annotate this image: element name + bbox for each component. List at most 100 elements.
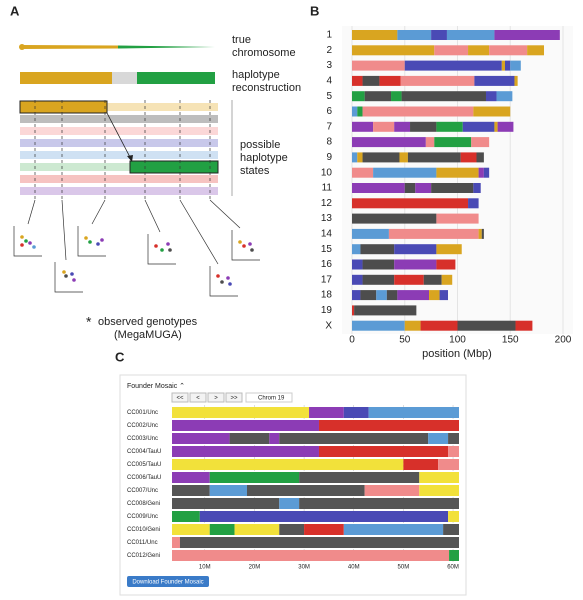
state-row	[20, 187, 218, 195]
category-label: 18	[321, 290, 333, 301]
inset-axes	[147, 234, 176, 265]
segment	[209, 472, 300, 483]
chrom-label[interactable]: Chrom 19	[258, 396, 285, 402]
dot	[88, 240, 92, 244]
category-label: 12	[321, 198, 333, 209]
segment	[172, 459, 404, 470]
haplotype-block	[137, 72, 215, 84]
dot	[32, 245, 36, 249]
segment	[352, 106, 358, 117]
segment	[172, 446, 319, 457]
x-tick-label: 200	[555, 335, 572, 346]
segment	[434, 137, 472, 148]
dot	[160, 248, 164, 252]
segment	[352, 60, 405, 71]
segment	[441, 274, 453, 285]
segment	[397, 290, 430, 301]
haplotype-block	[112, 72, 137, 84]
diagram: true chromosome haplotype reconstruction…	[13, 34, 301, 341]
category-label: CC010/Geni	[127, 527, 160, 533]
segment	[357, 106, 363, 117]
segment	[436, 244, 462, 255]
segment	[279, 433, 429, 444]
dot	[84, 236, 88, 240]
segment	[448, 433, 459, 444]
segment	[448, 446, 459, 457]
segment	[209, 485, 247, 496]
chromosome-part	[22, 45, 118, 49]
segment	[357, 152, 363, 163]
category-label: 10	[321, 167, 333, 178]
segment	[362, 106, 474, 117]
chrom-selector[interactable]	[245, 392, 293, 403]
segment	[501, 60, 505, 71]
segment	[394, 259, 437, 270]
nav-button[interactable]	[171, 392, 189, 403]
segment	[199, 511, 449, 522]
segment	[343, 407, 369, 418]
nav-button-label[interactable]: <	[196, 396, 200, 402]
state-row	[20, 139, 218, 147]
segment	[460, 152, 477, 163]
category-label: CC009/Unc	[127, 514, 158, 520]
segment	[457, 320, 516, 331]
x-axis-title: position (Mbp)	[422, 348, 492, 360]
segment	[172, 537, 180, 548]
segment	[352, 183, 405, 193]
category-label: X	[325, 320, 332, 331]
category-label: CC002/Unc	[127, 423, 158, 429]
segment	[179, 537, 459, 548]
panel-label: B	[310, 3, 319, 18]
nav-button[interactable]	[207, 392, 225, 403]
dot	[166, 242, 170, 246]
segment	[483, 167, 490, 178]
segment	[476, 152, 484, 163]
category-label: CC001/Unc	[127, 410, 158, 416]
arrow-head	[127, 155, 133, 162]
category-label: 9	[326, 152, 332, 163]
segment	[352, 305, 355, 316]
segment	[234, 524, 280, 535]
category-label: CC008/Geni	[127, 501, 160, 507]
segment	[514, 75, 518, 86]
category-label: CC012/Geni	[127, 553, 160, 559]
dot	[96, 242, 100, 246]
segment	[360, 290, 377, 301]
category-label: 1	[326, 30, 332, 41]
segment	[388, 228, 479, 239]
panel-title: Founder Mosaic ⌃	[127, 382, 185, 390]
segment	[362, 259, 395, 270]
dot	[154, 244, 158, 248]
download-button[interactable]	[127, 576, 209, 587]
segment	[415, 183, 432, 193]
nav-button-label[interactable]: >>	[230, 396, 238, 402]
segment	[172, 498, 280, 509]
category-label: CC005/TauU	[127, 462, 161, 468]
segment	[494, 30, 560, 40]
segment	[269, 433, 280, 444]
nav-button-label[interactable]: <<	[176, 396, 184, 402]
segment	[373, 121, 395, 132]
segment	[428, 433, 449, 444]
segment	[352, 121, 374, 132]
category-label: 2	[326, 45, 332, 56]
state-row	[20, 103, 218, 111]
segment	[468, 45, 490, 56]
nav-button[interactable]	[225, 392, 243, 403]
segment	[478, 228, 482, 239]
segment	[399, 152, 408, 163]
category-label: 8	[326, 137, 332, 148]
dot	[226, 276, 230, 280]
segment	[368, 407, 459, 418]
segment	[431, 30, 447, 40]
segment	[172, 511, 200, 522]
download-button-label[interactable]: Download Founder Mosaic	[132, 580, 203, 586]
nav-button-label[interactable]: >	[214, 396, 218, 402]
segment	[407, 152, 461, 163]
nav-button[interactable]	[189, 392, 207, 403]
segment	[510, 60, 521, 71]
segment	[304, 524, 344, 535]
segment	[172, 420, 319, 431]
segment	[446, 30, 495, 40]
segment	[318, 446, 449, 457]
